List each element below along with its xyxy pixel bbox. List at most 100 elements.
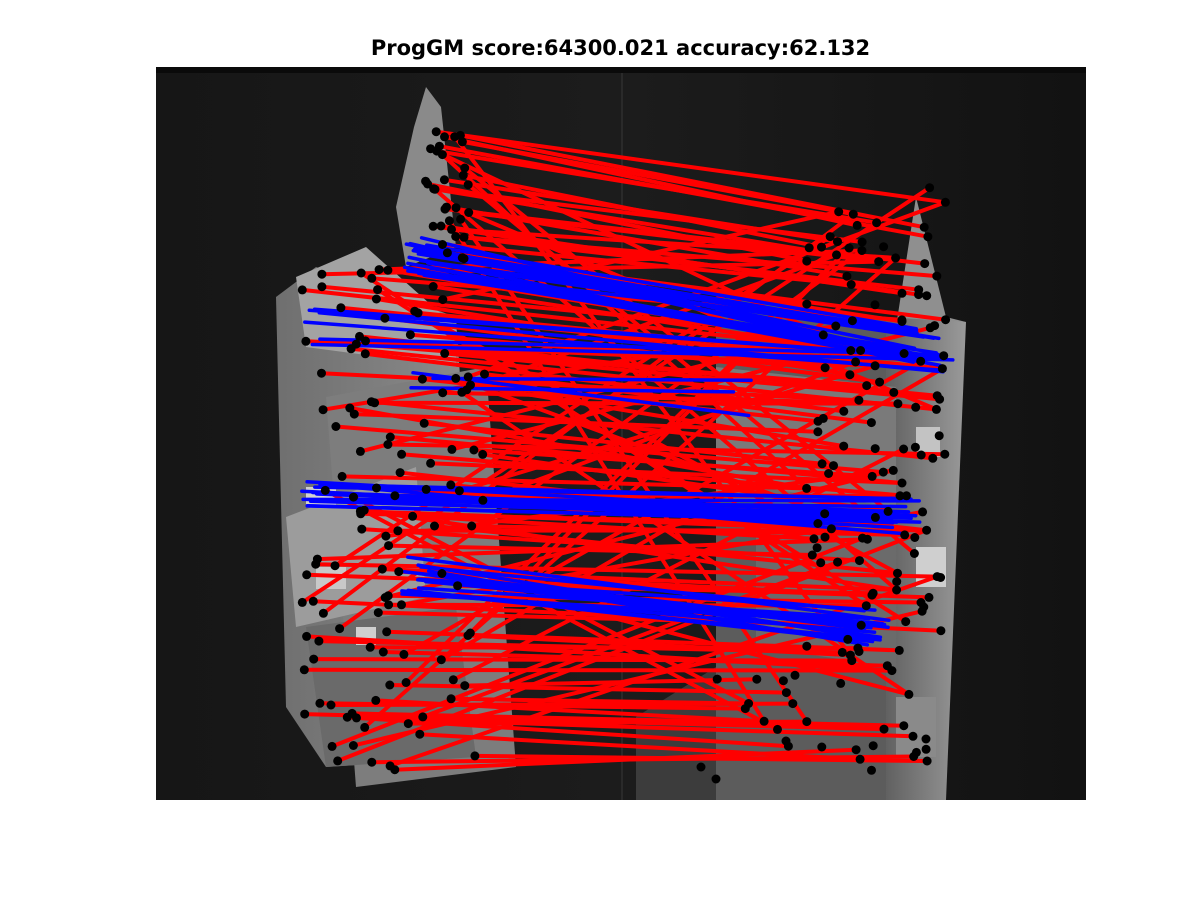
keypoint-marker [857, 237, 867, 247]
keypoint-marker [365, 642, 375, 652]
keypoint-marker [460, 681, 470, 691]
keypoint-marker [867, 590, 877, 600]
keypoint-marker [936, 573, 946, 582]
keypoint-marker [897, 315, 907, 325]
keypoint-marker [438, 240, 447, 249]
keypoint-marker [373, 285, 383, 295]
keypoint-marker [371, 294, 381, 304]
keypoint-marker [917, 606, 927, 616]
keypoint-marker [790, 670, 800, 680]
match-line-correct [416, 271, 936, 361]
match-line-incorrect [392, 747, 859, 772]
match-line-correct [310, 342, 955, 362]
keypoint-marker [436, 221, 446, 231]
keypoint-marker [834, 207, 844, 217]
keypoint-marker [470, 751, 480, 761]
keypoint-marker [812, 543, 822, 553]
keypoint-marker [833, 557, 843, 567]
keypoint-marker [867, 765, 876, 775]
keypoint-marker [423, 179, 433, 189]
keypoint-marker [879, 242, 889, 252]
match-line-incorrect [471, 448, 875, 479]
keypoint-marker [399, 649, 409, 659]
keypoint-marker [911, 747, 921, 757]
keypoint-marker [851, 745, 861, 755]
keypoint-marker [923, 232, 933, 242]
keypoint-marker [843, 634, 853, 644]
keypoint-marker [909, 549, 919, 558]
keypoint-marker [807, 550, 817, 560]
keypoint-marker [442, 202, 451, 212]
keypoint-marker [301, 336, 311, 346]
keypoint-marker [356, 268, 366, 278]
keypoint-marker [802, 299, 812, 309]
match-line-correct [431, 376, 753, 383]
keypoint-marker [431, 127, 441, 137]
match-line-incorrect [458, 133, 927, 230]
keypoint-marker [318, 405, 328, 415]
keypoint-marker [846, 280, 856, 289]
keypoint-marker [372, 483, 381, 493]
keypoint-marker [813, 519, 823, 528]
keypoint-marker [910, 442, 920, 452]
match-line-incorrect [300, 185, 932, 605]
keypoint-marker [331, 422, 341, 431]
keypoint-marker [820, 532, 830, 542]
keypoint-marker [385, 432, 395, 442]
keypoint-marker [405, 330, 415, 340]
keypoint-marker [458, 170, 468, 180]
match-visualization [156, 67, 1086, 800]
keypoint-marker [902, 491, 911, 501]
keypoint-marker [817, 459, 827, 469]
keypoint-marker [892, 585, 902, 595]
keypoint-marker [740, 704, 750, 714]
keypoint-marker [935, 394, 945, 404]
keypoint-marker [851, 357, 861, 367]
keypoints [297, 127, 951, 784]
keypoint-marker [397, 600, 406, 610]
keypoint-marker [922, 291, 932, 301]
correct-match-lines [300, 236, 955, 647]
keypoint-marker [836, 678, 846, 688]
keypoint-marker [892, 577, 902, 587]
keypoint-marker [349, 409, 359, 419]
keypoint-marker [451, 203, 461, 213]
keypoint-marker [839, 441, 849, 451]
keypoint-marker [457, 387, 467, 397]
keypoint-marker [317, 269, 327, 279]
keypoint-marker [862, 534, 872, 544]
keypoint-marker [326, 700, 336, 710]
keypoint-marker [426, 458, 436, 468]
keypoint-marker [467, 521, 477, 531]
keypoint-marker [928, 453, 938, 463]
keypoint-marker [314, 636, 324, 646]
keypoint-marker [919, 222, 929, 232]
keypoint-marker [465, 628, 475, 638]
keypoint-marker [781, 736, 791, 746]
keypoint-marker [318, 608, 328, 618]
keypoint-marker [934, 431, 944, 441]
keypoint-marker [856, 620, 866, 630]
keypoint-marker [925, 323, 935, 333]
keypoint-marker [802, 256, 812, 266]
keypoint-marker [882, 661, 892, 671]
keypoint-marker [857, 246, 867, 255]
keypoint-marker [357, 524, 367, 534]
keypoint-marker [317, 368, 326, 378]
keypoint-marker [440, 132, 449, 142]
keypoint-marker [932, 271, 942, 281]
keypoint-marker [390, 491, 400, 501]
keypoint-marker [320, 485, 330, 495]
keypoint-marker [371, 695, 381, 705]
keypoint-marker [829, 461, 838, 471]
keypoint-marker [941, 315, 951, 325]
keypoint-marker [342, 712, 352, 722]
keypoint-marker [820, 509, 830, 519]
image-seam [621, 67, 623, 800]
keypoint-marker [856, 346, 866, 355]
keypoint-marker [359, 505, 369, 515]
keypoint-marker [904, 689, 914, 699]
keypoint-marker [448, 675, 458, 685]
keypoint-marker [360, 722, 370, 732]
match-line-incorrect [368, 645, 860, 651]
